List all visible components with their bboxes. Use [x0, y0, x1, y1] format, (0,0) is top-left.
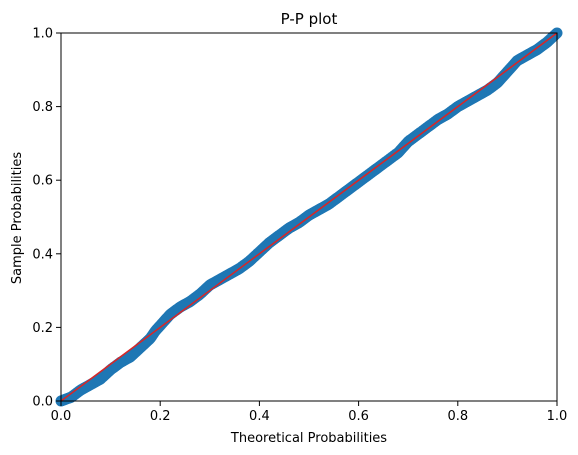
y-tick-label: 1.0 [32, 27, 53, 42]
y-tick-label: 0.6 [32, 174, 53, 189]
x-tick-label: 0.0 [51, 409, 72, 424]
y-tick-label: 0.4 [32, 247, 53, 262]
chart-marks [55, 27, 563, 407]
x-tick-label: 0.6 [348, 409, 369, 424]
axes: 0.0 0.2 0.4 0.6 0.8 1.0 0.0 0.2 0.4 0.6 0.8 1.0 [32, 27, 567, 425]
y-tick-label: 0.2 [32, 321, 53, 336]
chart-title: P-P plot [281, 10, 338, 28]
x-tick-label: 0.4 [249, 409, 270, 424]
x-tick-label: 1.0 [547, 409, 568, 424]
x-axis-label: Theoretical Probabilities [230, 431, 387, 446]
y-axis-label: Sample Probabilities [10, 152, 25, 285]
axes-frame [60, 32, 558, 402]
y-tick-label: 0.8 [32, 100, 53, 115]
x-tick-label: 0.8 [447, 409, 468, 424]
x-tick-label: 0.2 [150, 409, 171, 424]
reference-line [60, 32, 558, 402]
y-tick-label: 0.0 [32, 395, 53, 410]
